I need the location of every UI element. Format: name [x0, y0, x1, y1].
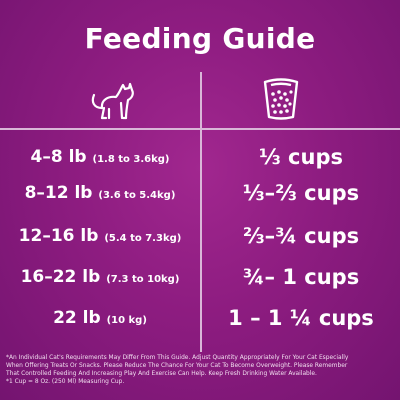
measuring-cup-icon	[263, 78, 299, 120]
page-title: Feeding Guide	[84, 22, 316, 55]
weight-kg: (10 kg)	[106, 315, 147, 326]
footnote: *An Individual Cat's Requirements May Di…	[6, 354, 394, 386]
footnote-line: *An Individual Cat's Requirements May Di…	[6, 355, 349, 361]
feeding-row: 16–22 lb (7.3 to 10kg) ¾– 1 cups	[0, 262, 400, 292]
weight-lb: 12–16 lb	[18, 226, 99, 246]
weight-lb: 22 lb	[53, 308, 101, 328]
feeding-row: 12–16 lb (5.4 to 7.3kg) ⅔–¾ cups	[0, 221, 400, 251]
weight-kg: (3.6 to 5.4kg)	[98, 190, 176, 201]
amount-cups: ⅓–⅔ cups	[242, 181, 360, 205]
horizontal-divider	[0, 128, 400, 130]
footnote-line: *1 Cup = 8 Oz. (250 Ml) Measuring Cup.	[6, 379, 125, 385]
amount-cups: ¾– 1 cups	[242, 265, 360, 289]
weight-cell: 22 lb (10 kg)	[0, 303, 200, 336]
weight-cell: 16–22 lb (7.3 to 10kg)	[0, 262, 200, 295]
weight-cell: 4–8 lb (1.8 to 3.6kg)	[0, 142, 200, 175]
weight-lb: 8–12 lb	[24, 183, 93, 203]
footnote-line: When Offering Treats Or Snacks. Please R…	[6, 363, 348, 369]
weight-lb: 16–22 lb	[20, 267, 101, 287]
footnote-line: That Controlled Feeding And Increasing P…	[6, 371, 317, 377]
weight-lb: 4–8 lb	[30, 147, 87, 167]
cat-icon	[91, 82, 134, 120]
weight-kg: (7.3 to 10kg)	[106, 274, 180, 285]
vertical-divider	[200, 72, 202, 352]
feeding-row: 4–8 lb (1.8 to 3.6kg) ⅓ cups	[0, 142, 400, 172]
weight-kg: (5.4 to 7.3kg)	[104, 233, 182, 244]
feeding-row: 22 lb (10 kg) 1 – 1 ¼ cups	[0, 303, 400, 333]
weight-cell: 8–12 lb (3.6 to 5.4kg)	[0, 178, 200, 211]
weight-cell: 12–16 lb (5.4 to 7.3kg)	[0, 221, 200, 254]
amount-cups: ⅓ cups	[259, 145, 343, 169]
amount-cups: 1 – 1 ¼ cups	[228, 306, 374, 330]
feeding-row: 8–12 lb (3.6 to 5.4kg) ⅓–⅔ cups	[0, 178, 400, 208]
weight-kg: (1.8 to 3.6kg)	[92, 154, 170, 165]
amount-cups: ⅔–¾ cups	[242, 224, 360, 248]
